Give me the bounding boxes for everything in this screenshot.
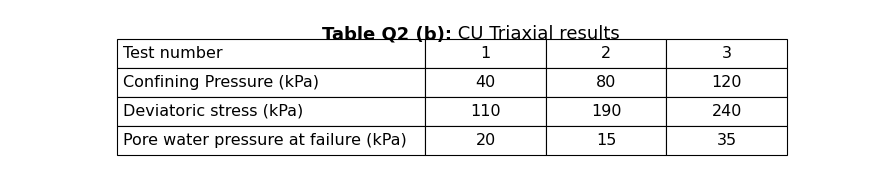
Text: 40: 40 bbox=[475, 75, 496, 90]
Text: 80: 80 bbox=[596, 75, 617, 90]
Text: Table Q2 (b):: Table Q2 (b): bbox=[322, 25, 452, 43]
Text: 3: 3 bbox=[721, 46, 732, 61]
Text: 240: 240 bbox=[712, 104, 742, 119]
Bar bbox=[667, 68, 787, 97]
Bar bbox=[117, 126, 425, 155]
Bar bbox=[667, 126, 787, 155]
Text: Test number: Test number bbox=[123, 46, 222, 61]
Bar bbox=[546, 126, 667, 155]
Bar bbox=[546, 68, 667, 97]
Bar bbox=[546, 39, 667, 68]
Text: 1: 1 bbox=[481, 46, 490, 61]
Text: 20: 20 bbox=[475, 133, 496, 148]
Bar bbox=[117, 39, 425, 68]
Bar bbox=[425, 126, 546, 155]
Text: Confining Pressure (kPa): Confining Pressure (kPa) bbox=[123, 75, 318, 90]
Text: 35: 35 bbox=[716, 133, 736, 148]
Bar bbox=[667, 97, 787, 126]
Text: Pore water pressure at failure (kPa): Pore water pressure at failure (kPa) bbox=[123, 133, 407, 148]
Text: 110: 110 bbox=[470, 104, 501, 119]
Bar bbox=[117, 68, 425, 97]
Bar bbox=[425, 39, 546, 68]
Bar bbox=[546, 97, 667, 126]
Bar bbox=[425, 68, 546, 97]
Text: 120: 120 bbox=[712, 75, 742, 90]
Bar bbox=[117, 97, 425, 126]
Text: 15: 15 bbox=[596, 133, 617, 148]
Bar bbox=[667, 39, 787, 68]
Bar bbox=[425, 97, 546, 126]
Text: Deviatoric stress (kPa): Deviatoric stress (kPa) bbox=[123, 104, 303, 119]
Text: 190: 190 bbox=[591, 104, 621, 119]
Text: 2: 2 bbox=[601, 46, 611, 61]
Text: CU Triaxial results: CU Triaxial results bbox=[452, 25, 620, 43]
